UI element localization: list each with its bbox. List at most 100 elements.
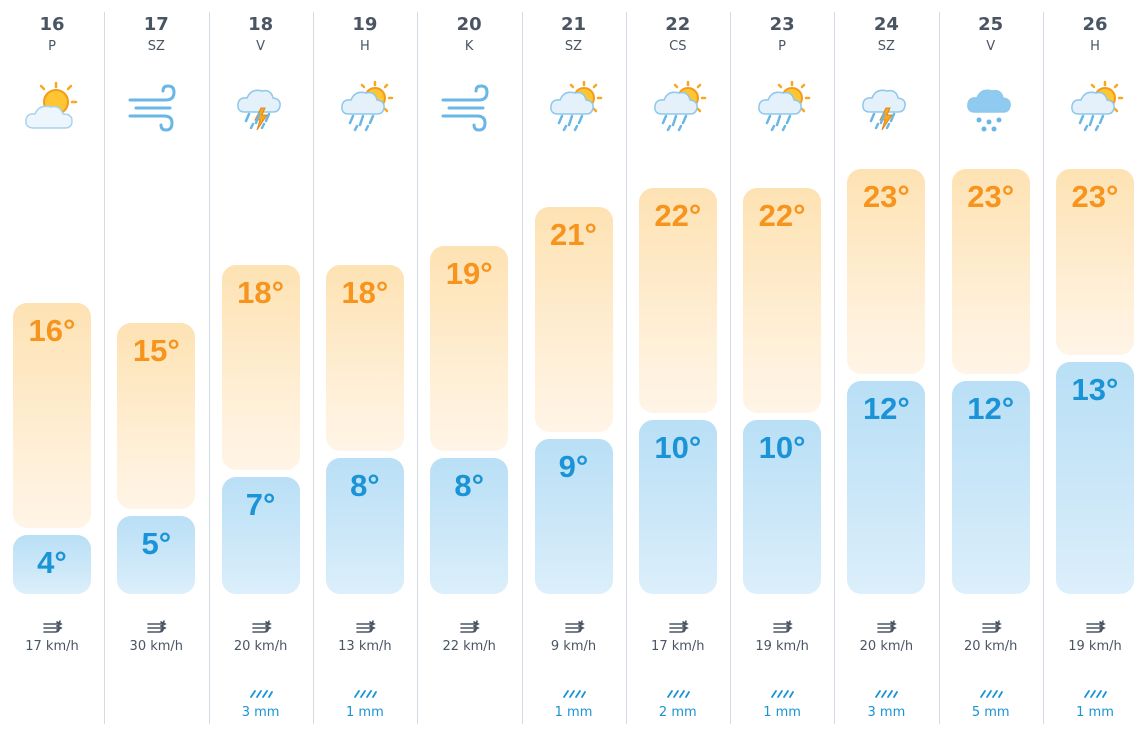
high-temp: 23° xyxy=(1071,179,1119,214)
day-column: 16 P 16° 4° 17 km/h xyxy=(0,0,104,737)
low-temp: 8° xyxy=(454,468,484,503)
day-column: 18 V 18° 7° 20 km/h 3 mm xyxy=(209,0,313,737)
high-temp-bar: 23° xyxy=(847,169,926,375)
day-date: 18 xyxy=(248,14,274,35)
precipitation: 3 mm xyxy=(241,705,280,720)
day-date: 26 xyxy=(1082,14,1108,35)
column-divider xyxy=(313,12,314,724)
high-temp-bar: 22° xyxy=(743,188,822,413)
wind-speed: 17 km/h xyxy=(25,639,79,654)
high-temp: 15° xyxy=(132,332,180,368)
wind-icon xyxy=(876,618,898,634)
wind-icon xyxy=(146,618,168,634)
high-temp-bar: 22° xyxy=(638,188,717,413)
wind-speed: 20 km/h xyxy=(963,639,1018,654)
column-divider xyxy=(417,12,418,724)
wind-icon xyxy=(1085,618,1107,634)
day-column: 21 SZ 21° 9° 9 km/h 1 mm xyxy=(522,0,626,737)
sun-cloud-rain-icon xyxy=(648,78,708,138)
wind-icon xyxy=(981,618,1003,634)
day-weekday: V xyxy=(256,39,266,54)
column-divider xyxy=(522,12,523,724)
day-date: 24 xyxy=(873,14,899,35)
wind-speed: 17 km/h xyxy=(651,639,705,654)
thunderstorm-rain-icon xyxy=(856,78,916,138)
day-column: 20 K 19° 8° 22 km/h xyxy=(417,0,521,737)
precipitation: 1 mm xyxy=(346,705,384,720)
wind-icon xyxy=(459,618,481,634)
day-weekday: H xyxy=(360,39,370,54)
column-divider xyxy=(104,12,105,724)
low-temp: 10° xyxy=(758,429,806,465)
thunderstorm-rain-icon xyxy=(231,78,291,138)
rain-icon xyxy=(770,684,794,698)
wind-icon xyxy=(251,618,273,634)
high-temp-bar: 23° xyxy=(951,169,1030,375)
precipitation: 1 mm xyxy=(1076,705,1114,720)
low-temp: 10° xyxy=(654,429,702,465)
day-weekday: P xyxy=(778,39,787,54)
day-weekday: SZ xyxy=(147,39,165,54)
low-temp-bar: 8° xyxy=(325,458,404,594)
day-weekday: SZ xyxy=(564,39,583,54)
sun-cloud-rain-icon xyxy=(544,78,604,138)
wind-speed: 13 km/h xyxy=(338,639,392,654)
low-temp: 8° xyxy=(350,468,380,503)
day-weekday: P xyxy=(48,39,56,54)
rain-icon xyxy=(249,684,273,698)
wind-icon xyxy=(355,618,377,634)
wind-icon xyxy=(668,618,690,634)
sun-cloud-rain-icon xyxy=(1065,78,1125,138)
day-weekday: SZ xyxy=(877,39,895,54)
high-temp: 21° xyxy=(550,217,597,253)
low-temp: 13° xyxy=(1071,372,1119,407)
wind-speed: 20 km/h xyxy=(233,639,288,654)
column-divider xyxy=(939,12,940,724)
high-temp-bar: 16° xyxy=(13,303,91,528)
low-temp-bar: 10° xyxy=(743,419,822,594)
column-divider xyxy=(730,12,731,724)
low-temp: 5° xyxy=(141,525,172,561)
sun-cloud-rain-icon xyxy=(335,78,395,138)
day-date: 20 xyxy=(456,14,482,35)
day-weekday: CS xyxy=(669,39,687,54)
day-column: 19 H 18° 8° 13 km/h 1 mm xyxy=(313,0,417,737)
rain-icon xyxy=(562,684,586,698)
wind-icon xyxy=(564,618,586,634)
day-column: 23 P 22° 10° 19 km/h 1 mm xyxy=(730,0,834,737)
high-temp: 22° xyxy=(758,198,806,234)
low-temp-bar: 12° xyxy=(951,381,1030,594)
day-date: 21 xyxy=(560,14,587,35)
wind-speed: 9 km/h xyxy=(550,639,597,654)
high-temp: 23° xyxy=(862,179,910,214)
sun-behind-cloud-icon xyxy=(22,78,82,138)
wind-icon xyxy=(772,618,794,634)
high-temp-bar: 15° xyxy=(117,322,196,509)
day-column: 24 SZ 23° 12° 20 km/h 3 mm xyxy=(834,0,938,737)
low-temp-bar: 12° xyxy=(847,381,926,594)
wind-speed: 19 km/h xyxy=(1068,639,1122,654)
wind-speed: 19 km/h xyxy=(755,639,809,654)
day-weekday: V xyxy=(986,39,996,54)
high-temp: 18° xyxy=(341,275,389,310)
wind-icon xyxy=(42,618,64,634)
rain-icon xyxy=(353,684,377,698)
low-temp-bar: 7° xyxy=(221,477,300,594)
high-temp-bar: 23° xyxy=(1056,169,1134,355)
day-date: 22 xyxy=(665,14,691,35)
rain-icon xyxy=(1083,684,1107,698)
day-column: 17 SZ 15° 5° 30 km/h xyxy=(104,0,208,737)
low-temp-bar: 4° xyxy=(13,534,91,594)
column-divider xyxy=(1043,12,1044,724)
precipitation: 2 mm xyxy=(658,705,697,720)
high-temp-bar: 18° xyxy=(325,265,404,451)
rain-icon xyxy=(666,684,690,698)
high-temp: 16° xyxy=(28,313,76,349)
cloud-rain-icon xyxy=(961,78,1021,138)
low-temp-bar: 10° xyxy=(638,419,717,594)
day-date: 25 xyxy=(978,14,1004,35)
high-temp: 22° xyxy=(654,198,702,234)
wind-speed: 20 km/h xyxy=(859,639,914,654)
low-temp: 9° xyxy=(558,448,589,484)
day-weekday: H xyxy=(1090,39,1100,54)
